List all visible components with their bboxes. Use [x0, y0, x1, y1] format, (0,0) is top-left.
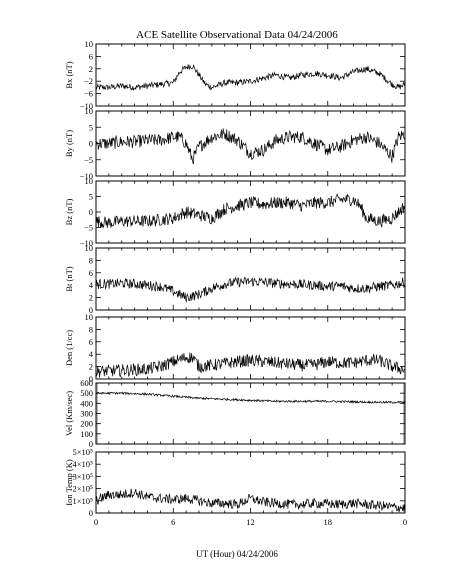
y-tick-label: 0	[89, 439, 93, 449]
panels: −10 −6 −2 2 6 10 Bx (nT) −10 −5 0 5 10 By (nT) −10 −5 0…	[64, 39, 406, 518]
y-tick-label: 10	[85, 39, 94, 49]
y-tick-label: 200	[80, 419, 93, 429]
y-axis-title: Bz (nT)	[64, 198, 74, 225]
x-tick-label: 12	[246, 517, 255, 527]
y-tick-label: 0	[89, 305, 93, 315]
panel-4: 0 2 4 6 8 10 Den (1/cc)	[64, 312, 406, 384]
y-tick-label: 100	[80, 429, 93, 439]
y-tick-label: 6	[89, 51, 93, 61]
panel-frame	[95, 451, 406, 514]
y-tick-label: 500	[80, 388, 93, 398]
y-tick-label: 10	[85, 176, 94, 186]
x-axis-tick-labels: 0 6 12 18 0	[94, 517, 407, 527]
panel-6: 0 1×10⁵ 2×10⁵ 3×10⁵ 4×10⁵ 5×10⁵ Ion Temp (K)	[64, 447, 406, 518]
y-tick-label: 3×10⁵	[72, 471, 93, 481]
x-tick-label: 0	[94, 517, 98, 527]
y-tick-label: −5	[84, 155, 93, 165]
panel-3: 0 2 4 6 8 10 Bt (nT)	[64, 243, 406, 315]
panel-frame	[95, 110, 406, 177]
y-tick-label: 8	[89, 255, 93, 265]
y-axis-title: Den (1/cc)	[64, 330, 74, 366]
y-tick-label: 4	[89, 280, 94, 290]
panel-frame	[95, 180, 406, 244]
series-line	[95, 276, 406, 303]
y-axis-title: Ion Temp (K)	[64, 459, 74, 506]
x-tick-label: 0	[403, 517, 407, 527]
y-tick-label: 0	[89, 374, 93, 384]
y-tick-label: 4×10⁵	[72, 459, 93, 469]
y-tick-label: 0	[89, 207, 93, 217]
y-tick-label: 0	[89, 139, 93, 149]
y-tick-label: −6	[84, 89, 93, 99]
panel-frame	[95, 43, 406, 107]
y-tick-label: 8	[89, 324, 93, 334]
y-tick-label: −10	[80, 238, 93, 248]
panel-frame	[95, 247, 406, 311]
series-line	[95, 391, 406, 405]
y-axis-title: By (nT)	[64, 130, 74, 157]
panel-frame	[95, 382, 406, 445]
y-tick-label: −2	[84, 76, 93, 86]
y-tick-label: −10	[80, 101, 93, 111]
y-tick-label: 6	[89, 337, 93, 347]
y-tick-label: −10	[80, 171, 93, 181]
y-tick-label: 300	[80, 409, 93, 419]
y-tick-label: −5	[84, 223, 93, 233]
panel-2: −10 −5 0 5 10 Bz (nT)	[64, 176, 406, 248]
y-tick-label: 600	[80, 378, 93, 388]
y-tick-label: 400	[80, 398, 93, 408]
series-line	[95, 64, 406, 92]
y-tick-label: 2×10⁵	[72, 484, 93, 494]
y-axis-title: Bx (nT)	[64, 61, 74, 88]
y-tick-label: 5×10⁵	[72, 447, 93, 457]
y-tick-label: 2	[89, 362, 93, 372]
y-tick-label: 2	[89, 64, 93, 74]
chart-title: ACE Satellite Observational Data 04/24/2…	[136, 29, 338, 41]
y-tick-label: 2	[89, 293, 93, 303]
series-line	[95, 128, 406, 165]
y-tick-label: 6	[89, 268, 93, 278]
y-axis-title: Bt (nT)	[64, 266, 74, 291]
x-tick-label: 18	[324, 517, 333, 527]
y-axis-title: Vel (Km/sec)	[64, 391, 74, 436]
y-tick-label: 4	[89, 349, 94, 359]
x-tick-label: 6	[171, 517, 175, 527]
y-tick-label: 10	[85, 106, 94, 116]
x-axis-title: UT (Hour) 04/24/2006	[196, 549, 278, 559]
panel-0: −10 −6 −2 2 6 10 Bx (nT)	[64, 39, 406, 111]
series-line	[95, 352, 406, 378]
series-line	[95, 193, 406, 229]
y-tick-label: 5	[89, 192, 93, 202]
panel-1: −10 −5 0 5 10 By (nT)	[64, 106, 406, 181]
y-tick-label: 1×10⁵	[72, 496, 93, 506]
series-line	[95, 488, 406, 513]
y-tick-label: 10	[85, 312, 94, 322]
y-tick-label: 5	[89, 122, 93, 132]
y-tick-label: 10	[85, 243, 94, 253]
y-tick-label: 0	[89, 508, 93, 518]
